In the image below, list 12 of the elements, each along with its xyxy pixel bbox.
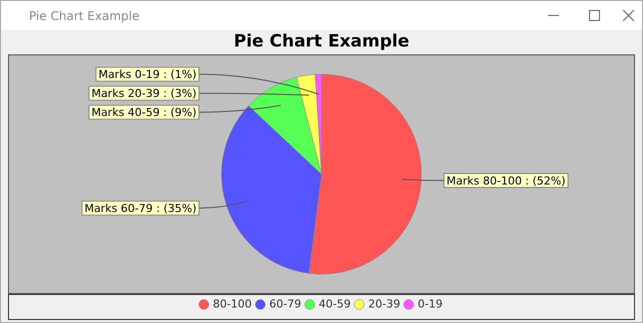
legend-label: 80-100	[212, 297, 252, 310]
text: Pie Chart Example	[29, 8, 140, 22]
data-label: Marks 0-19 : (1%)	[98, 68, 197, 82]
data-label: Marks 60-79 : (35%)	[84, 202, 196, 215]
legend-label: 60-79	[269, 297, 302, 310]
legend-label: 20-39	[368, 297, 400, 310]
data-label: Marks 20-39 : (3%)	[91, 87, 197, 100]
legend-label: 0-19	[418, 297, 443, 310]
data-label: Marks 80-100 : (52%)	[446, 174, 566, 188]
legend-label: 40-59	[318, 297, 351, 310]
data-label: Marks 40-59 : (9%)	[91, 106, 197, 120]
chart-title: Pie Chart Example	[234, 32, 410, 52]
